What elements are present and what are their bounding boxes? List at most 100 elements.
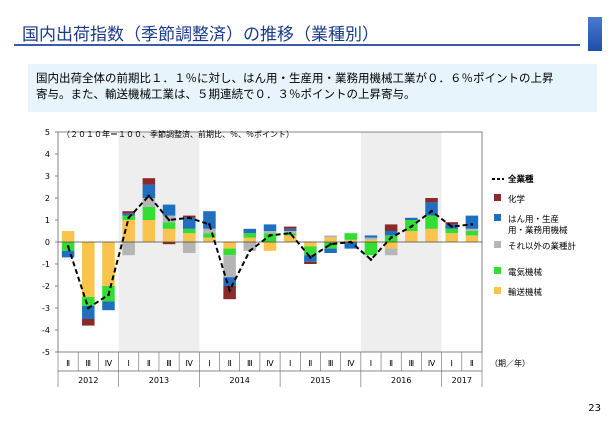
- bar-electrical: [162, 222, 176, 229]
- year-label: 2015: [310, 376, 330, 385]
- bar-transport: [243, 237, 257, 242]
- bar-electrical: [465, 231, 479, 236]
- x-tick-label: Ⅳ: [428, 359, 436, 368]
- summary-box: 国内出荷全体の前期比１．１％に対し、はん用・生産用・業務用機械工業が０．６％ポイ…: [28, 64, 597, 112]
- bar-machinery: [324, 248, 337, 253]
- total-point: [66, 245, 70, 248]
- bar-chemical: [445, 222, 458, 225]
- total-point: [127, 216, 130, 220]
- y-tick-label: -4: [42, 326, 50, 335]
- total-point: [470, 223, 474, 226]
- year-label: 2016: [391, 376, 411, 385]
- y-tick-label: -1: [42, 260, 50, 269]
- page-title: 国内出荷指数（季節調整済）の推移（業種別）: [22, 25, 379, 45]
- y-tick-label: 1: [45, 216, 50, 225]
- bar-chemical: [82, 319, 95, 326]
- x-tick-label: Ⅱ: [66, 359, 70, 368]
- x-tick-label: Ⅲ: [247, 359, 253, 368]
- bar-transport: [364, 239, 378, 242]
- total-point: [450, 225, 454, 228]
- x-tick-label: Ⅳ: [105, 359, 113, 368]
- bar-machinery: [61, 250, 75, 258]
- x-tick-label: Ⅲ: [328, 359, 334, 368]
- bar-electrical: [142, 206, 156, 220]
- bar-electrical: [445, 228, 458, 234]
- bar-machinery: [465, 215, 479, 229]
- y-tick-label: 3: [45, 172, 50, 181]
- y-tick-label: 2: [45, 194, 50, 203]
- bar-machinery: [344, 242, 358, 249]
- bar-transport: [425, 228, 438, 242]
- x-tick-label: Ⅰ: [370, 359, 372, 368]
- x-tick-label: Ⅲ: [166, 359, 172, 368]
- total-point: [389, 236, 393, 239]
- total-point: [329, 242, 332, 246]
- bar-chemical: [122, 211, 135, 214]
- bar-electrical: [304, 246, 317, 256]
- bar-machinery: [122, 213, 135, 216]
- total-point: [288, 231, 292, 235]
- legend-label-other: それ以外の業種計: [508, 241, 577, 252]
- bar-transport: [324, 237, 337, 242]
- legend-swatch-electrical: [494, 267, 501, 274]
- x-axis-label: （期／年）: [490, 358, 530, 368]
- total-point: [167, 218, 171, 222]
- y-tick-label: 4: [45, 150, 50, 159]
- x-tick-label: Ⅰ: [127, 359, 129, 368]
- bar-transport: [142, 220, 156, 242]
- legend-swatch-chemical: [494, 194, 501, 201]
- logo: [588, 17, 602, 51]
- bar-transport: [82, 242, 95, 297]
- bar-transport: [283, 235, 297, 242]
- page-number: 23: [588, 403, 601, 414]
- bar-chemical: [304, 261, 317, 264]
- bar-other: [223, 255, 236, 278]
- bar-machinery: [223, 277, 236, 286]
- total-point: [430, 209, 433, 213]
- x-tick-label: Ⅰ: [289, 359, 291, 368]
- x-tick-label: Ⅱ: [147, 359, 151, 368]
- legend-label-electrical: 電気機械: [508, 267, 543, 278]
- total-point: [228, 289, 231, 292]
- summary-line-1: 国内出荷全体の前期比１．１％に対し、はん用・生産用・業務用機械工業が０．６％ポイ…: [36, 71, 554, 85]
- year-label: 2017: [452, 376, 472, 385]
- chart-title: （２０１０年＝１００、季節調整済、前期比、％、％ポイント）: [62, 129, 294, 139]
- bar-machinery: [102, 301, 115, 311]
- x-tick-label: Ⅱ: [228, 359, 232, 368]
- x-tick-label: Ⅰ: [208, 359, 210, 368]
- total-point: [268, 234, 272, 237]
- year-label: 2013: [149, 376, 169, 385]
- bar-other: [203, 228, 216, 234]
- total-point: [410, 225, 413, 228]
- bar-electrical: [263, 233, 277, 242]
- x-tick-label: Ⅳ: [347, 359, 355, 368]
- bar-other: [465, 228, 479, 231]
- total-point: [147, 194, 151, 198]
- bar-electrical: [182, 228, 196, 234]
- y-tick-label: -5: [42, 348, 50, 357]
- x-tick-label: Ⅰ: [451, 359, 453, 368]
- bar-transport: [384, 242, 398, 249]
- legend-swatch-transport: [494, 287, 501, 294]
- bar-other: [182, 242, 196, 253]
- bar-transport: [102, 242, 115, 286]
- total-point: [187, 216, 191, 220]
- bar-electrical: [82, 297, 95, 306]
- bar-chemical: [223, 286, 236, 300]
- legend-label-chemical: 化学: [508, 194, 526, 205]
- year-label: 2014: [230, 376, 250, 385]
- bar-machinery: [405, 217, 418, 220]
- bar-transport: [61, 231, 75, 242]
- bar-transport: [122, 220, 135, 242]
- y-tick-label: 0: [45, 238, 50, 247]
- bar-transport: [182, 233, 196, 242]
- year-label: 2012: [78, 376, 98, 385]
- x-tick-label: Ⅳ: [186, 359, 194, 368]
- bar-other: [364, 237, 378, 240]
- bar-transport: [445, 233, 458, 242]
- legend-label-transport: 輸送機械: [508, 287, 543, 298]
- bar-other: [384, 248, 398, 256]
- bar-chemical: [425, 198, 438, 203]
- total-point: [349, 240, 353, 244]
- x-tick-label: Ⅳ: [266, 359, 274, 368]
